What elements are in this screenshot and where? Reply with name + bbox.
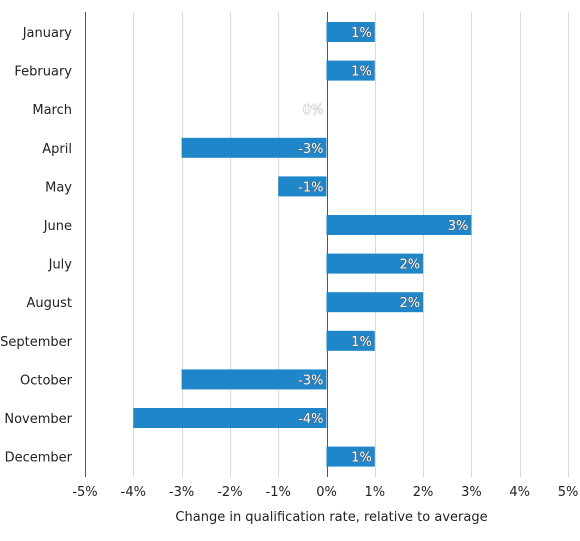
x-tick-label: 0% bbox=[316, 485, 337, 500]
bar bbox=[326, 292, 424, 313]
data-label: 2% bbox=[399, 258, 420, 273]
bar bbox=[181, 137, 327, 158]
bar bbox=[181, 369, 327, 390]
x-tick-label: -3% bbox=[169, 485, 194, 500]
category-label: August bbox=[27, 296, 73, 311]
data-label: -1% bbox=[298, 180, 323, 195]
bar bbox=[326, 60, 375, 81]
bar bbox=[326, 253, 424, 274]
x-tick-label: -1% bbox=[266, 485, 291, 500]
bar bbox=[278, 176, 327, 197]
labels: -5% -4% -3% -2% -1% 0% 1% 2% 3% 4% 5% January 1% Febr… bbox=[0, 26, 578, 500]
bar bbox=[326, 446, 375, 467]
category-label: March bbox=[32, 103, 72, 118]
category-label: December bbox=[5, 451, 73, 466]
bar bbox=[326, 22, 375, 42]
category-label: July bbox=[48, 258, 73, 273]
data-label: 1% bbox=[351, 335, 372, 350]
x-tick-label: 3% bbox=[461, 485, 482, 500]
x-tick-label: -2% bbox=[217, 485, 242, 500]
category-label: January bbox=[22, 26, 73, 41]
data-label: -4% bbox=[298, 412, 323, 427]
x-tick-label: 1% bbox=[364, 485, 385, 500]
data-label: 0% bbox=[303, 103, 324, 118]
x-tick-label: 4% bbox=[509, 485, 530, 500]
bars bbox=[133, 22, 472, 467]
category-label: September bbox=[0, 335, 73, 350]
data-label: 3% bbox=[448, 219, 469, 234]
data-label: 1% bbox=[351, 451, 372, 466]
data-label: -3% bbox=[298, 142, 323, 157]
data-label: -3% bbox=[298, 373, 323, 388]
data-label: 2% bbox=[399, 296, 420, 311]
x-axis-title: Change in qualification rate, relative t… bbox=[175, 510, 487, 525]
x-tick-label: 2% bbox=[413, 485, 434, 500]
x-tick-label: -5% bbox=[72, 485, 97, 500]
grid-lines bbox=[85, 12, 569, 477]
data-label: 1% bbox=[351, 65, 372, 80]
data-label: 1% bbox=[351, 26, 372, 41]
category-label: June bbox=[43, 219, 72, 234]
x-tick-label: 5% bbox=[558, 485, 579, 500]
category-label: November bbox=[4, 412, 72, 427]
category-label: February bbox=[14, 65, 72, 80]
category-label: October bbox=[20, 373, 73, 388]
bar bbox=[133, 408, 327, 428]
category-label: April bbox=[42, 142, 72, 157]
x-tick-label: -4% bbox=[121, 485, 146, 500]
bar bbox=[326, 330, 375, 351]
category-label: May bbox=[45, 180, 72, 195]
bar bbox=[326, 215, 472, 235]
